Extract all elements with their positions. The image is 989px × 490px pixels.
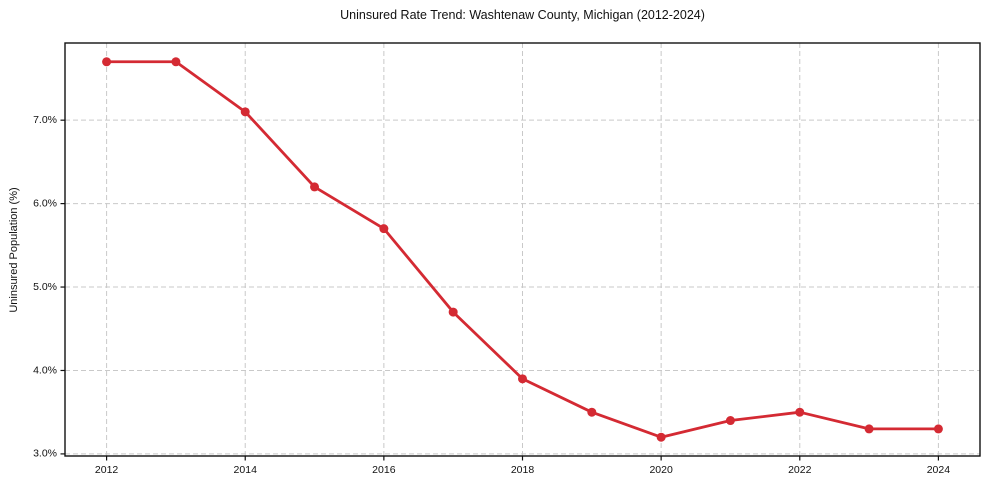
y-tick-label: 7.0%: [33, 114, 57, 126]
x-tick-label: 2012: [95, 464, 119, 476]
x-tick-label: 2020: [649, 464, 673, 476]
data-point-2024: [933, 424, 943, 434]
data-point-2020: [656, 432, 666, 442]
x-tick-label: 2018: [511, 464, 535, 476]
data-point-2019: [587, 407, 597, 417]
data-point-2018: [518, 374, 527, 384]
data-point-2022: [795, 407, 805, 417]
x-tick-label: 2022: [788, 464, 812, 476]
x-tick-label: 2014: [234, 464, 258, 476]
chart-title: Uninsured Rate Trend: Washtenaw County, …: [340, 8, 705, 22]
y-tick-label: 3.0%: [33, 448, 57, 460]
data-point-2012: [102, 57, 112, 67]
x-tick-label: 2016: [372, 464, 396, 476]
data-point-2021: [725, 416, 735, 426]
y-tick-label: 5.0%: [33, 281, 57, 293]
data-point-2017: [448, 307, 458, 317]
y-tick-label: 4.0%: [33, 364, 57, 376]
data-point-2014: [240, 107, 250, 117]
data-point-2016: [379, 224, 389, 234]
y-tick-label: 6.0%: [33, 197, 57, 209]
plot-border: [64, 42, 981, 457]
x-tick-label: 2024: [927, 464, 951, 476]
data-point-2023: [864, 424, 874, 434]
data-point-2015: [310, 182, 320, 192]
data-point-2013: [171, 57, 181, 67]
